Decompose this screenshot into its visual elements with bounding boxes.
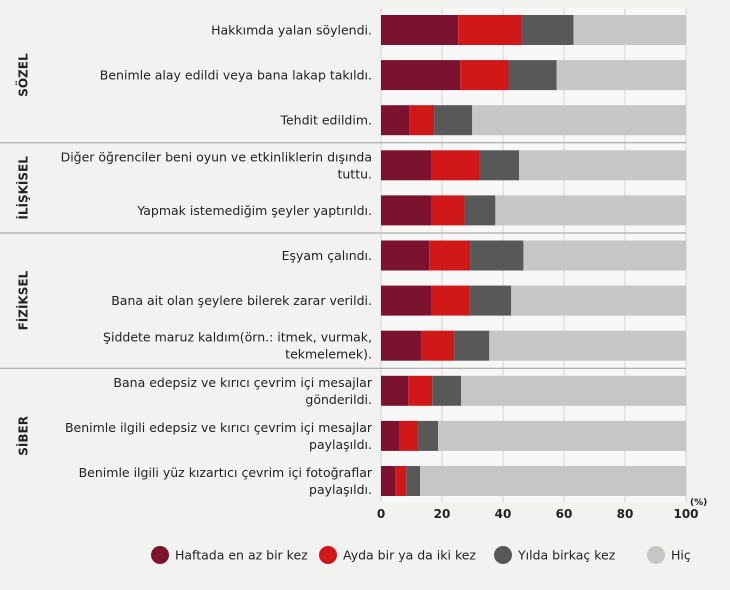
category-label: Benimle alay edildi veya bana lakap takı…: [100, 68, 372, 83]
x-tick-label: 100: [673, 507, 698, 521]
bar-segment-2: [398, 420, 417, 451]
group-label: SİBER: [16, 416, 31, 456]
bar-segment-3: [464, 195, 496, 226]
bar-segment-3: [469, 285, 512, 316]
x-tick-label: 60: [556, 507, 573, 521]
legend-marker: [151, 546, 169, 564]
bar-segment-2: [395, 466, 407, 496]
x-tick-label: 40: [495, 507, 512, 521]
category-label: tekmelemek).: [285, 347, 372, 362]
bar-segment-1: [381, 195, 432, 226]
bar-segment-2: [431, 150, 480, 181]
bar-segment-4: [461, 375, 686, 406]
bar-segment-2: [429, 240, 471, 271]
bar-segment-4: [438, 420, 686, 451]
bar-segment-3: [479, 150, 520, 181]
bar-segment-1: [381, 150, 432, 181]
bar-segment-2: [458, 15, 522, 45]
category-label: tuttu.: [337, 166, 372, 181]
bar-segment-3: [521, 15, 574, 45]
legend-marker: [319, 546, 337, 564]
x-tick-label: 0: [377, 507, 385, 521]
bar-segment-4: [573, 15, 686, 45]
category-label: Tehdit edildim.: [279, 113, 372, 128]
bar-segment-1: [381, 240, 430, 271]
bar-segment-1: [381, 420, 399, 451]
legend-label: Haftada en az bir kez: [175, 548, 308, 563]
bar-segment-4: [489, 330, 686, 361]
bar-segment-2: [408, 375, 433, 406]
category-label: Benimle ilgili edepsiz ve kırıcı çevrim …: [65, 420, 373, 435]
category-label: Hakkımda yalan söylendi.: [211, 23, 372, 38]
bar-segment-3: [508, 60, 557, 91]
bar-segment-3: [454, 330, 490, 361]
bar-segment-3: [432, 375, 462, 406]
group-label: İLİŞKİSEL: [16, 156, 31, 220]
bar-segment-4: [420, 466, 686, 496]
category-label: paylaşıldı.: [309, 437, 372, 452]
category-label: gönderildi.: [305, 392, 372, 407]
group-label: SÖZEL: [16, 53, 31, 97]
category-label: Şiddete maruz kaldım(örn.: itmek, vurmak…: [103, 330, 372, 345]
bar-segment-4: [495, 195, 686, 226]
bar-segment-4: [472, 105, 686, 136]
category-label: Yapmak istemediğim şeyler yaptırıldı.: [136, 203, 372, 218]
bar-segment-2: [460, 60, 509, 91]
category-label: Diğer öğrenciler beni oyun ve etkinlikle…: [61, 149, 372, 164]
bar-segment-1: [381, 375, 409, 406]
bar-segment-3: [434, 105, 473, 136]
category-label: Bana edepsiz ve kırıcı çevrim içi mesajl…: [113, 375, 372, 390]
category-label: Bana ait olan şeylere bilerek zarar veri…: [111, 293, 372, 308]
bar-segment-2: [431, 285, 470, 316]
bar-segment-3: [470, 240, 524, 271]
bar-segment-1: [381, 285, 432, 316]
category-label: paylaşıldı.: [309, 482, 372, 497]
x-tick-label: 20: [434, 507, 451, 521]
unit-label: (%): [690, 498, 707, 508]
bar-segment-4: [523, 240, 686, 271]
bar-segment-3: [406, 466, 421, 496]
legend-label: Ayda bir ya da iki kez: [343, 548, 476, 563]
bar-segment-2: [420, 330, 455, 361]
legend-marker: [494, 546, 512, 564]
legend-label: Hiç: [671, 548, 691, 563]
bar-segment-1: [381, 105, 410, 136]
bar-segment-1: [381, 330, 421, 361]
group-label: FİZİKSEL: [16, 270, 31, 330]
category-label: Benimle ilgili yüz kızartıcı çevrim içi …: [79, 465, 373, 480]
bar-segment-1: [381, 60, 461, 91]
legend-marker: [647, 546, 665, 564]
category-label: Eşyam çalındı.: [282, 248, 372, 263]
bar-segment-4: [519, 150, 686, 181]
bar-segment-1: [381, 466, 396, 496]
bar-segment-4: [556, 60, 686, 91]
bar-segment-3: [416, 420, 439, 451]
bar-segment-4: [511, 285, 686, 316]
bar-segment-2: [431, 195, 465, 226]
bar-segment-1: [381, 15, 459, 45]
legend-label: Yılda birkaç kez: [517, 548, 616, 563]
bar-segment-2: [409, 105, 435, 136]
x-tick-label: 80: [617, 507, 634, 521]
